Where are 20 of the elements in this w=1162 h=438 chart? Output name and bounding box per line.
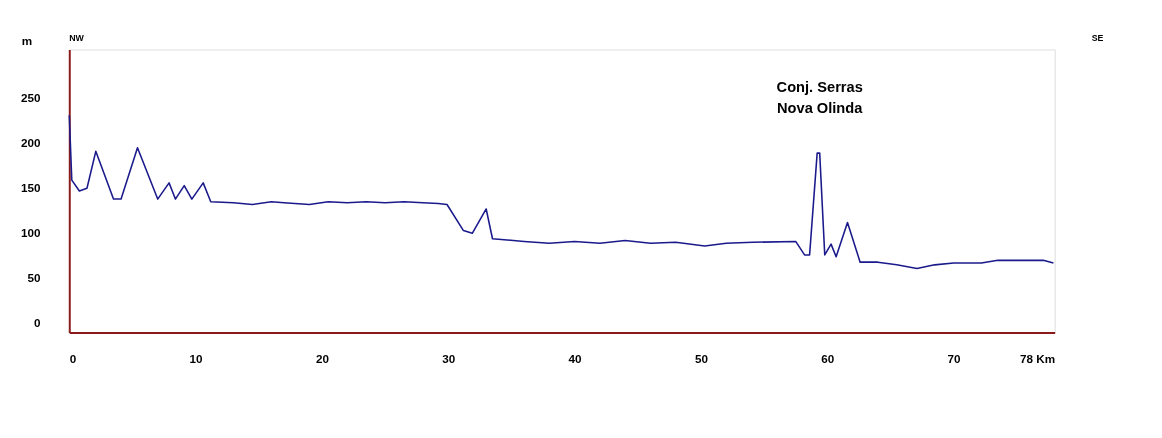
line-series xyxy=(68,114,1055,270)
x-tick-label: 78 Km xyxy=(1020,352,1056,366)
y-tick-label: 200 xyxy=(20,135,41,149)
x-tick-label: 30 xyxy=(442,352,456,366)
y-tick-label: 0 xyxy=(33,315,41,329)
y-tick-label: 50 xyxy=(27,270,41,284)
y-axis-title: m xyxy=(21,34,33,48)
x-tick-label: 50 xyxy=(694,352,709,366)
annotation: Conj. Serras Nova Olinda xyxy=(776,78,864,117)
x-tick-label: 10 xyxy=(189,352,204,366)
x-tick-label: 60 xyxy=(821,352,835,366)
x-tick-label: 0 xyxy=(69,352,77,366)
y-tick-label: 150 xyxy=(20,180,41,194)
y-tick-label: 100 xyxy=(20,225,41,239)
text: NW xyxy=(69,32,85,43)
x-tick-label: 70 xyxy=(947,352,962,366)
x-tick-label: 40 xyxy=(568,352,583,366)
x-tick-label: 20 xyxy=(315,352,330,366)
text: SE xyxy=(1091,32,1104,43)
y-tick-label: 250 xyxy=(20,90,41,104)
